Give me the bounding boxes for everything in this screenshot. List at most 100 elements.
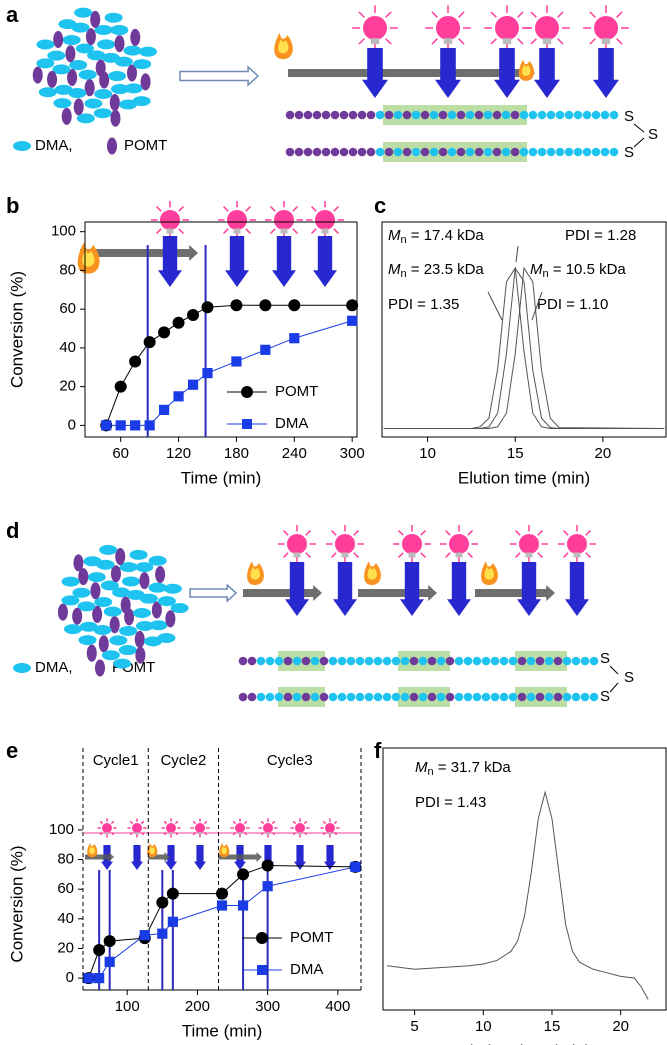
chain-unit	[537, 147, 547, 157]
bulb-ray	[585, 552, 591, 558]
bulb-ray	[140, 820, 145, 825]
chain-unit	[454, 692, 464, 702]
data-point	[158, 326, 171, 339]
y-tick-label: 80	[59, 261, 76, 278]
chain-unit	[580, 656, 590, 666]
annotation-text: PDI = 1.10	[537, 296, 608, 313]
light-arrow	[435, 48, 461, 98]
bulb	[594, 16, 618, 40]
monomer	[110, 565, 121, 583]
x-tick-label: 15	[544, 1018, 561, 1035]
bulb	[235, 823, 245, 833]
monomer	[54, 84, 73, 95]
x-tick-label: 10	[475, 1018, 492, 1035]
chain-unit	[294, 147, 304, 157]
data-point	[157, 928, 168, 939]
series-line	[106, 320, 353, 426]
chain-unit	[510, 110, 520, 120]
monomer	[87, 50, 106, 61]
chain-unit	[292, 656, 302, 666]
chain-unit	[463, 656, 473, 666]
chain-unit	[321, 147, 331, 157]
data-point	[259, 299, 272, 312]
bulb	[287, 534, 307, 554]
chain-unit	[348, 110, 358, 120]
chain-unit	[247, 656, 257, 666]
x-tick-label: 5	[410, 1018, 418, 1035]
bulb-ray	[353, 530, 359, 536]
end-group: S	[600, 650, 610, 667]
chain-unit	[591, 147, 601, 157]
monomer	[92, 605, 103, 623]
monomer	[151, 601, 162, 619]
data-point	[288, 299, 301, 312]
x-tick-label: 180	[224, 445, 249, 462]
bulb-ray	[99, 831, 104, 836]
bulb-ray	[178, 206, 184, 212]
bulb-ray	[192, 831, 197, 836]
data-point	[201, 301, 214, 314]
light-arrow	[362, 48, 388, 98]
chain-unit	[337, 692, 347, 702]
plot-frame	[381, 221, 667, 438]
chain-unit	[573, 147, 583, 157]
x-tick-label: 120	[166, 445, 191, 462]
chain-unit	[465, 110, 475, 120]
light-arrow	[294, 845, 306, 870]
x-axis-label: Time (min)	[182, 1021, 263, 1040]
panel-label: c	[374, 193, 386, 218]
series-line	[88, 866, 356, 979]
data-point	[114, 380, 127, 393]
chain-unit	[411, 147, 421, 157]
monomer	[99, 71, 110, 89]
monomer	[84, 98, 103, 109]
bulb-ray	[243, 831, 248, 836]
annotation: PDI = 1.28	[565, 227, 636, 244]
chain-unit	[321, 110, 331, 120]
series-line	[88, 864, 356, 979]
monomer	[90, 582, 101, 600]
bulb-ray	[292, 206, 298, 212]
monomer	[148, 555, 167, 566]
chain-unit	[382, 692, 392, 702]
series-line	[383, 266, 665, 429]
bulb	[295, 823, 305, 833]
chain-unit	[499, 692, 509, 702]
monomer	[157, 596, 176, 607]
chain-unit	[517, 692, 527, 702]
monomer	[109, 635, 128, 646]
bulb-base	[455, 552, 463, 558]
light-arrow	[225, 236, 249, 287]
chain-unit	[463, 692, 473, 702]
monomer	[110, 109, 121, 127]
chain-unit	[364, 656, 374, 666]
bulb-ray	[192, 820, 197, 825]
light-arrow	[494, 48, 520, 98]
chain-unit	[528, 110, 538, 120]
bond	[633, 123, 645, 133]
pointer	[487, 291, 503, 321]
monomer	[78, 568, 89, 586]
monomer	[36, 58, 55, 69]
flame	[367, 566, 377, 580]
data-point	[129, 355, 142, 368]
process-arrow	[189, 583, 238, 603]
chain-unit	[483, 110, 493, 120]
chain-unit	[465, 147, 475, 157]
chain-unit	[600, 110, 610, 120]
chain-unit	[391, 656, 401, 666]
chain-unit	[357, 110, 367, 120]
monomer	[78, 69, 97, 80]
legend-label: POMT	[124, 137, 167, 154]
block-highlight	[278, 651, 325, 671]
chain-unit	[517, 656, 527, 666]
bulb-ray	[292, 831, 297, 836]
bulb-ray	[333, 228, 339, 234]
data-point	[130, 420, 141, 431]
legend-label: POMT	[290, 929, 333, 946]
bulb	[363, 16, 387, 40]
chain-unit	[283, 692, 293, 702]
annotation: Mn = 23.5 kDa	[388, 261, 484, 280]
chain-unit	[519, 110, 529, 120]
